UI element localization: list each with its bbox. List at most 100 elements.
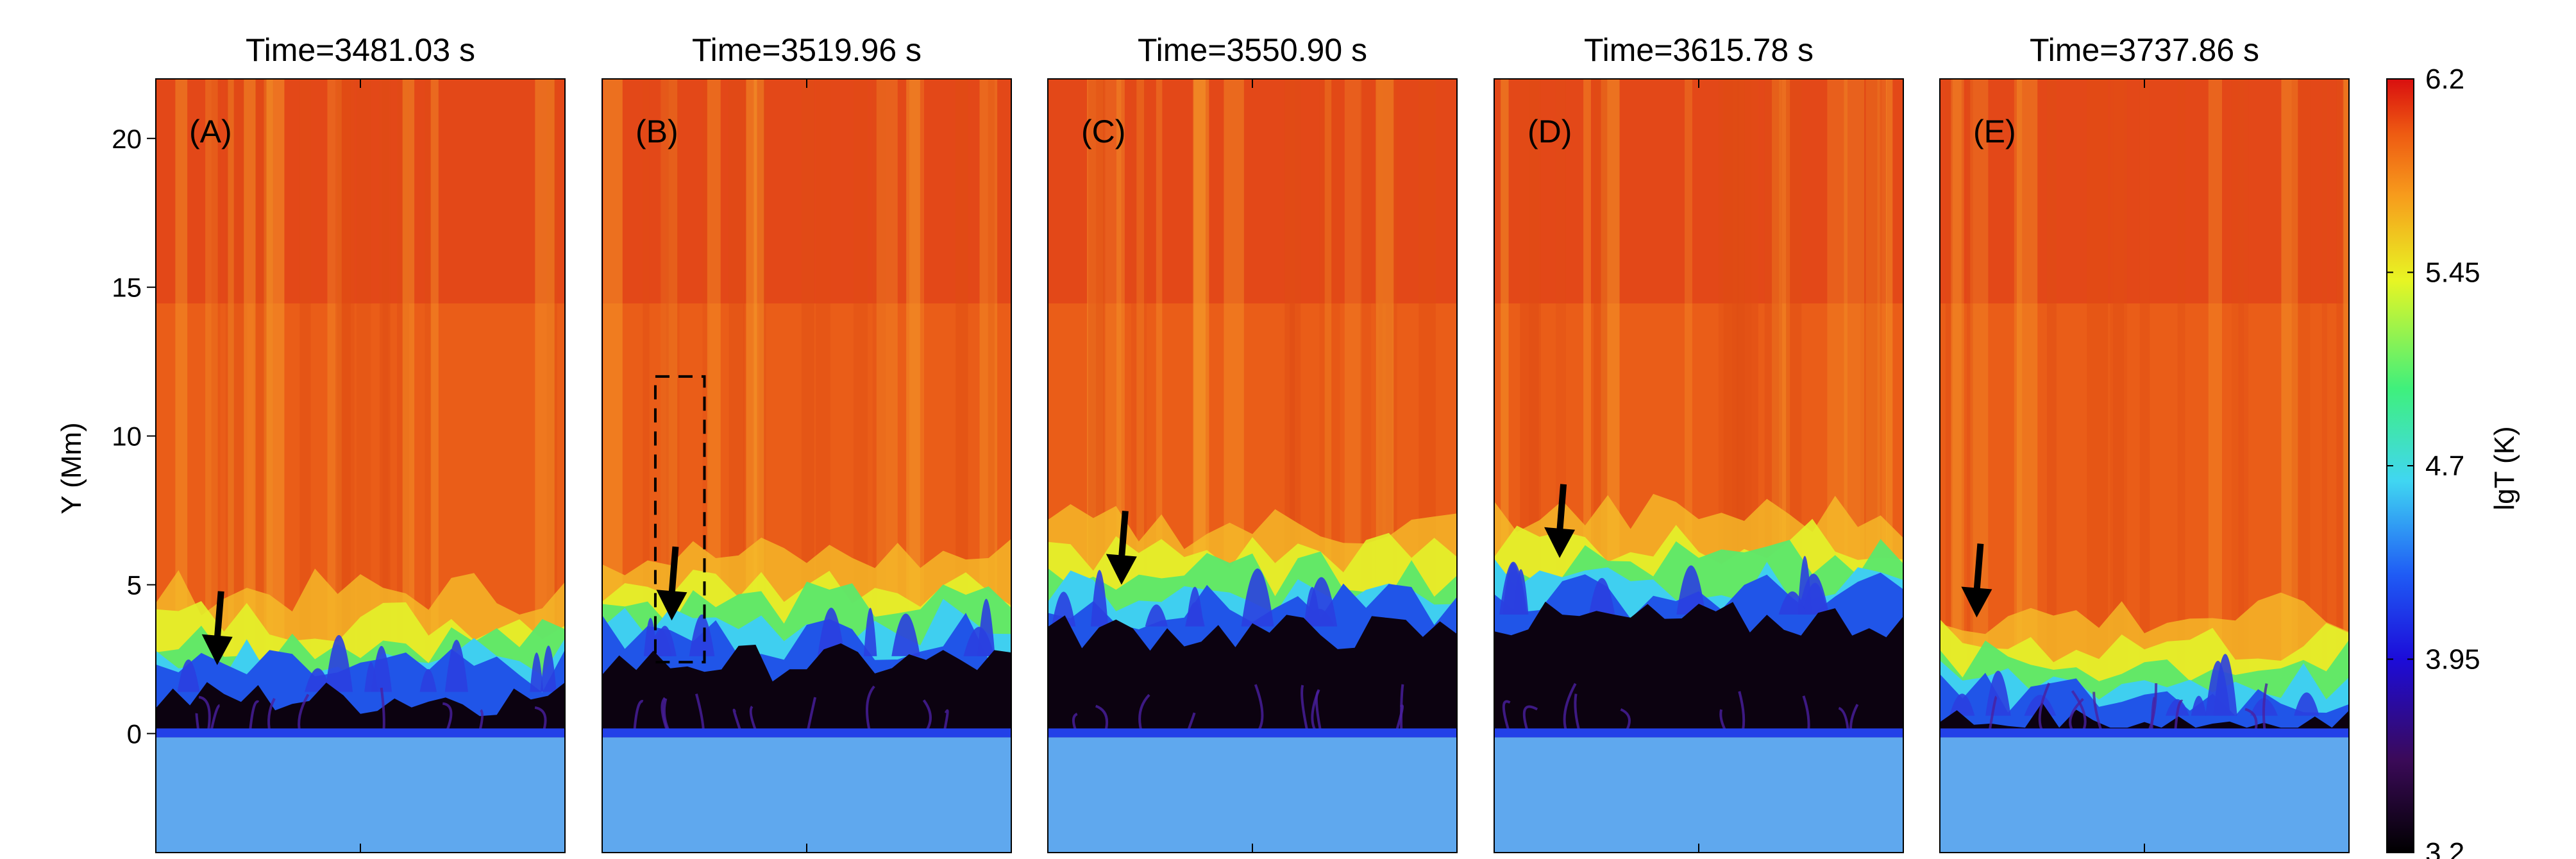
y-tick-label: 15 [112, 273, 142, 303]
photosphere-boundary [602, 728, 1011, 738]
colorbar-tick-label: 3.95 [2425, 644, 2480, 676]
upper-hot-region [1048, 79, 1457, 303]
arrow [1106, 511, 1137, 585]
temperature-streak [425, 79, 432, 853]
spicule-jet [1676, 565, 1706, 615]
upper-hot-region [602, 79, 1011, 303]
upper-hot-region [1940, 79, 2349, 303]
photosphere-fill [156, 737, 565, 853]
spicule-jet [818, 608, 845, 656]
spicule-jet [643, 617, 657, 656]
temperature-streak [643, 79, 650, 853]
spicule-jet [977, 599, 995, 656]
y-tick-label: 0 [127, 719, 142, 749]
spicule-jet [419, 668, 437, 692]
temperature-streak [1583, 79, 1591, 853]
panel-c: Time=3550.90 s (C) [1047, 32, 1458, 853]
spicule-jet [1304, 586, 1321, 627]
region-box [653, 375, 706, 664]
spicule-jet [2191, 695, 2207, 716]
panel-d: Time=3615.78 s (D) [1494, 32, 1904, 853]
heatmap-field [602, 79, 1011, 853]
cold-filament [1301, 685, 1309, 734]
panel-a: Time=3481.03 s (A) [155, 32, 566, 853]
panel-title: Time=3481.03 s [246, 32, 475, 68]
panel-b: Time=3519.96 s (B) [602, 32, 1012, 853]
temperature-streak [2344, 79, 2349, 853]
panel-title: Time=3615.78 s [1584, 32, 1814, 68]
heatmap-field [1940, 79, 2349, 853]
panel-title: Time=3737.86 s [2030, 32, 2259, 68]
cold-filament [1522, 705, 1538, 735]
panel-title: Time=3519.96 s [692, 32, 922, 68]
photosphere-boundary [1494, 728, 1903, 738]
panel-label: (C) [1081, 114, 1125, 149]
spicule-jet [1145, 604, 1168, 627]
panel-title: Time=3550.90 s [1138, 32, 1367, 68]
spicule-jet [540, 645, 557, 692]
spicule-jet [2205, 660, 2231, 716]
heatmap-field [1494, 79, 1903, 853]
colorbar-tick-label: 5.45 [2425, 257, 2480, 289]
y-tick-label: 20 [112, 124, 142, 154]
spicule-jet [364, 661, 378, 692]
spicule-jet [689, 614, 715, 656]
panel-label: (D) [1528, 114, 1572, 149]
arrow [656, 546, 687, 621]
spicule-jet [653, 625, 677, 656]
cold-filament [1400, 684, 1404, 734]
cold-chromosphere [1494, 601, 1903, 743]
upper-hot-region [156, 79, 565, 303]
cold-filament [1315, 690, 1322, 734]
spicule-jet [1051, 591, 1076, 627]
panel-label: (B) [636, 114, 678, 149]
cold-chromosphere [156, 682, 565, 743]
photosphere-boundary [1940, 728, 2349, 738]
temperature-streak [1324, 79, 1332, 853]
spicule-jet [2024, 695, 2057, 716]
arrow [1544, 484, 1576, 558]
arrow [1961, 543, 1992, 618]
temperature-streak [661, 79, 669, 853]
spicule-jet [1985, 670, 2011, 716]
upper-hot-region [1494, 79, 1903, 303]
temperature-streak [1385, 79, 1392, 853]
panels: Time=3481.03 s(A)Time=3519.96 s(B)Time=3… [155, 32, 2350, 853]
arrow [201, 591, 233, 665]
temperature-streak [1156, 79, 1163, 853]
colorbar-tick-label: 3.2 [2425, 837, 2464, 859]
cold-filament [633, 700, 644, 734]
spicule-jet [863, 608, 877, 656]
colorbar: 6.2 5.45 4.7 3.95 3.2 lgT (K) [2386, 64, 2520, 859]
temperature-streak [1375, 79, 1383, 853]
spicule-jet [1588, 577, 1615, 615]
cold-filament [1394, 704, 1404, 735]
spicule-jet [324, 634, 353, 692]
photosphere-fill [1048, 737, 1457, 853]
spicule-jet [371, 645, 392, 692]
temperature-streak [1945, 79, 1951, 853]
spicule-jet [177, 659, 200, 692]
spicule-jet [891, 613, 920, 656]
y-tick-label: 10 [112, 421, 142, 452]
colorbar-tick-label: 6.2 [2425, 64, 2464, 95]
heatmap-field [156, 79, 565, 853]
spicule-jet [2294, 692, 2319, 716]
cold-filament [1988, 695, 1998, 734]
photosphere-boundary [156, 728, 565, 738]
panel-label: (A) [189, 114, 232, 149]
temperature-streak [988, 79, 995, 853]
cold-chromosphere [1048, 615, 1457, 743]
photosphere-fill [602, 737, 1011, 853]
cold-filament [2173, 699, 2184, 734]
spicule-jet [530, 652, 544, 692]
heatmap-field [1048, 79, 1457, 853]
spicule-jet [444, 640, 468, 692]
cold-filament [1502, 700, 1511, 735]
temperature-streak [2343, 79, 2349, 853]
panel-label: (E) [1973, 114, 2016, 149]
temperature-streak [1885, 79, 1893, 853]
y-axis-label: Y (Mm) [56, 422, 87, 514]
colorbar-ticks: 6.2 5.45 4.7 3.95 3.2 [2387, 64, 2480, 859]
